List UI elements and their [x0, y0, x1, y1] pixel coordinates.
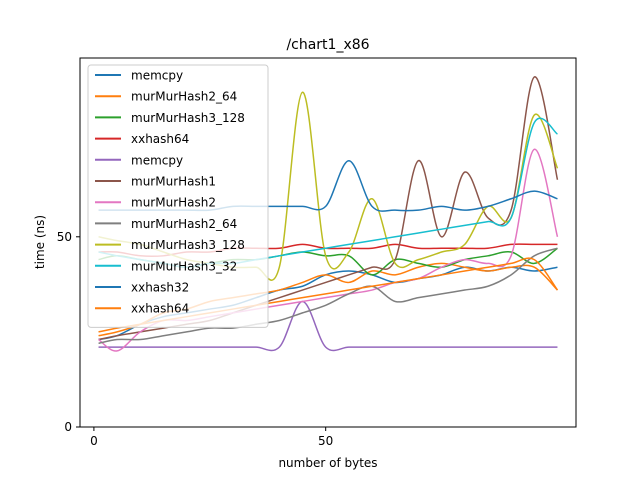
y-tick-label-0: 0 — [64, 420, 72, 434]
x-tick-label-1: 50 — [318, 434, 333, 448]
legend-label-2: murMurHash3_128 — [131, 111, 245, 125]
y-tick-label-1: 50 — [57, 230, 72, 244]
legend-label-11: xxhash64 — [131, 302, 189, 316]
legend-label-10: xxhash32 — [131, 281, 189, 295]
legend-label-3: xxhash64 — [131, 132, 189, 146]
x-tick-label-0: 0 — [90, 434, 98, 448]
chart-title: /chart1_x86 — [286, 37, 369, 53]
y-axis-label: time (ns) — [33, 215, 47, 269]
plot-frame — [79, 57, 577, 428]
legend-label-4: memcpy — [131, 153, 183, 167]
series-line-4 — [98, 300, 558, 352]
series-line-7 — [98, 247, 558, 345]
legend-label-7: murMurHash2_64 — [131, 217, 237, 231]
legend-box — [87, 64, 269, 328]
legend: memcpymurMurHash2_64murMurHash3_128xxhas… — [87, 64, 269, 328]
x-axis: 0 50 — [90, 427, 333, 448]
legend-label-0: memcpy — [131, 69, 183, 83]
legend-label-5: murMurHash1 — [131, 175, 216, 189]
legend-label-8: murMurHash3_128 — [131, 238, 245, 252]
x-axis-label: number of bytes — [278, 456, 377, 470]
legend-label-6: murMurHash2 — [131, 196, 216, 210]
y-axis: 0 50 — [57, 230, 80, 434]
legend-label-1: murMurHash2_64 — [131, 90, 237, 104]
legend-label-9: murMurHash3_32 — [131, 259, 237, 273]
